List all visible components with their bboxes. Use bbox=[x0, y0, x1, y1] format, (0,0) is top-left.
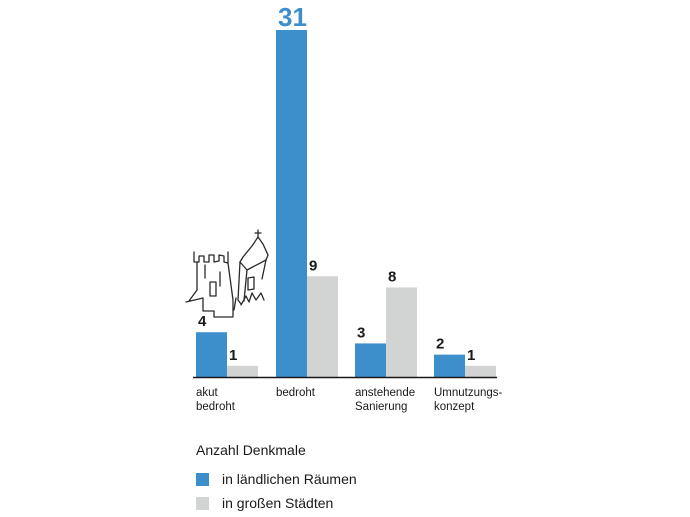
category-labels-group: akut bedroht bedroht anstehende Sanierung Umn… bbox=[196, 387, 503, 413]
bar-city-1 bbox=[307, 276, 338, 377]
value-label-rural-1: 31 bbox=[278, 2, 307, 32]
legend-label-city: in großen Städten bbox=[222, 495, 334, 511]
category-label-line: akut bbox=[196, 387, 219, 399]
category-label-line: konzept bbox=[434, 401, 475, 413]
value-label-rural-0: 4 bbox=[198, 313, 207, 330]
category-label-3: Umnutzungs-konzept bbox=[434, 387, 503, 413]
value-label-city-1: 9 bbox=[309, 257, 317, 274]
category-label-line: Umnutzungs- bbox=[434, 387, 503, 399]
category-label-line: bedroht bbox=[196, 401, 236, 413]
bar-city-2 bbox=[386, 287, 417, 377]
category-label-line: anstehende bbox=[355, 387, 415, 399]
value-label-rural-2: 3 bbox=[357, 324, 365, 341]
bar-rural-2 bbox=[355, 343, 386, 377]
bar-rural-1 bbox=[276, 30, 307, 377]
bars-group bbox=[196, 30, 496, 377]
category-label-0: akut bedroht bbox=[196, 387, 236, 413]
legend-label-rural: in ländlichen Räumen bbox=[222, 471, 357, 487]
bar-city-0 bbox=[227, 365, 258, 377]
category-label-line: bedroht bbox=[276, 387, 316, 399]
legend-item-rural: in ländlichen Räumen bbox=[196, 467, 357, 491]
castle-ruin-sketch-icon bbox=[185, 229, 269, 318]
legend: Anzahl Denkmale in ländlichen Räumen in … bbox=[196, 442, 357, 515]
value-label-city-2: 8 bbox=[388, 268, 396, 285]
value-labels-group: 4 31 3 2 1 9 8 1 bbox=[198, 2, 475, 364]
category-label-1: bedroht bbox=[276, 387, 316, 399]
bar-city-3 bbox=[465, 365, 496, 377]
category-label-line: Sanierung bbox=[355, 401, 407, 413]
value-label-city-3: 1 bbox=[467, 347, 475, 364]
bar-rural-0 bbox=[196, 332, 227, 377]
category-label-2: anstehende Sanierung bbox=[355, 387, 415, 413]
value-label-city-0: 1 bbox=[229, 347, 237, 364]
bar-chart: 4 31 3 2 1 9 8 1 akut bedroht bedroht anstehende Sa… bbox=[185, 2, 503, 413]
legend-swatch-rural bbox=[196, 472, 209, 486]
legend-swatch-city bbox=[196, 496, 209, 510]
bar-rural-3 bbox=[434, 354, 465, 377]
legend-item-city: in großen Städten bbox=[196, 491, 357, 515]
legend-title: Anzahl Denkmale bbox=[196, 442, 306, 458]
value-label-rural-3: 2 bbox=[436, 336, 444, 353]
